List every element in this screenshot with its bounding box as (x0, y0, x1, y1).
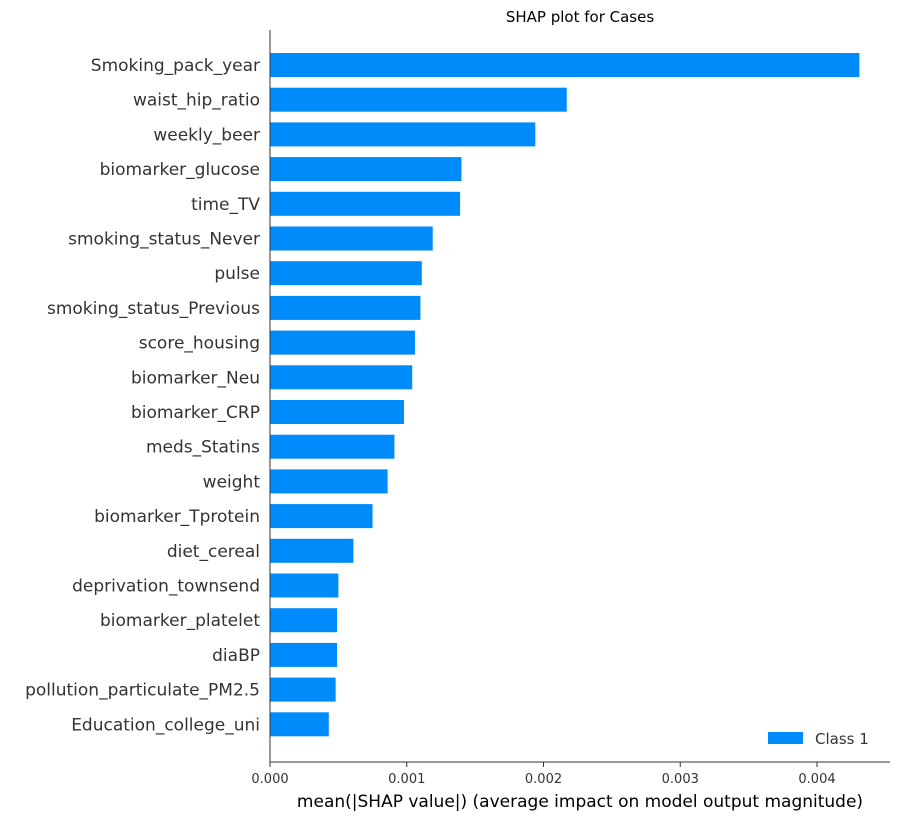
bar-time-tv (270, 191, 461, 216)
category-label: deprivation_townsend (72, 577, 260, 597)
bar-smoking-status-never (270, 226, 433, 251)
category-label: biomarker_CRP (131, 403, 260, 423)
x-tick-label: 0.001 (388, 772, 425, 787)
x-ticks-group: 0.000 0.001 0.002 0.003 0.004 (251, 762, 836, 787)
category-label: Smoking_pack_year (91, 56, 260, 76)
bar-meds-statins (270, 434, 395, 459)
bars-group (270, 53, 860, 737)
bar-diabp (270, 642, 338, 667)
category-label: smoking_status_Previous (47, 299, 260, 319)
category-labels-group: Smoking_pack_year waist_hip_ratio weekly_b… (25, 56, 260, 735)
x-tick-label: 0.004 (798, 772, 835, 787)
bar-weight (270, 469, 388, 494)
category-label: weight (203, 472, 261, 492)
bar-education-college-uni (270, 712, 329, 737)
category-label: biomarker_glucose (100, 160, 260, 180)
category-label: pollution_particulate_PM2.5 (25, 681, 260, 701)
category-label: pulse (214, 264, 260, 284)
x-tick-label: 0.002 (525, 772, 562, 787)
legend: Class 1 (768, 730, 869, 748)
x-axis-label: mean(|SHAP value|) (average impact on mo… (297, 792, 863, 812)
x-tick-label: 0.003 (662, 772, 699, 787)
chart-title: SHAP plot for Cases (506, 8, 654, 26)
bar-waist-hip-ratio (270, 87, 567, 112)
bar-diet-cereal (270, 538, 354, 563)
bar-biomarker-platelet (270, 608, 338, 633)
legend-label: Class 1 (815, 730, 869, 748)
bar-deprivation-townsend (270, 573, 339, 598)
category-label: score_housing (139, 334, 260, 354)
category-label: biomarker_Tprotein (94, 507, 260, 527)
bar-weekly-beer (270, 122, 536, 147)
bar-pollution-particulate-pm2-5 (270, 677, 336, 702)
category-label: diaBP (212, 646, 260, 666)
bar-smoking-pack-year (270, 53, 860, 77)
category-label: diet_cereal (167, 542, 260, 562)
category-label: biomarker_Neu (131, 368, 260, 388)
bar-biomarker-glucose (270, 157, 462, 182)
category-label: weekly_beer (153, 125, 260, 145)
bar-pulse (270, 261, 422, 286)
bar-score-housing (270, 330, 415, 355)
category-label: smoking_status_Never (68, 230, 260, 250)
bar-biomarker-neu (270, 365, 413, 390)
bar-smoking-status-previous (270, 295, 421, 320)
legend-swatch (768, 732, 803, 744)
category-label: time_TV (191, 195, 260, 215)
category-label: waist_hip_ratio (133, 91, 260, 111)
category-label: biomarker_platelet (100, 611, 260, 631)
category-label: Education_college_uni (71, 715, 260, 735)
x-tick-label: 0.000 (251, 772, 288, 787)
bar-biomarker-tprotein (270, 504, 373, 529)
bar-biomarker-crp (270, 400, 405, 424)
category-label: meds_Statins (146, 438, 260, 458)
